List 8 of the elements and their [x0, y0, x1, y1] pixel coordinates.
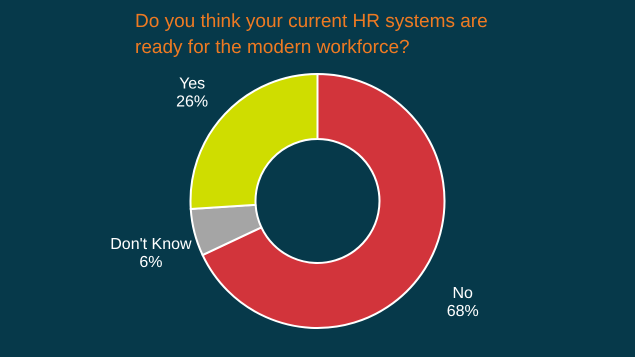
data-label: 6% [139, 254, 162, 271]
slice-label: Yes [179, 75, 206, 92]
slice-label: No [452, 285, 474, 302]
data-label: 68% [446, 303, 479, 320]
text: Do you think your current HR systems are [135, 11, 488, 32]
text: ready for the modern workforce? [135, 37, 410, 58]
slice-label: Don't Know [110, 236, 192, 253]
data-label: 26% [176, 93, 208, 110]
